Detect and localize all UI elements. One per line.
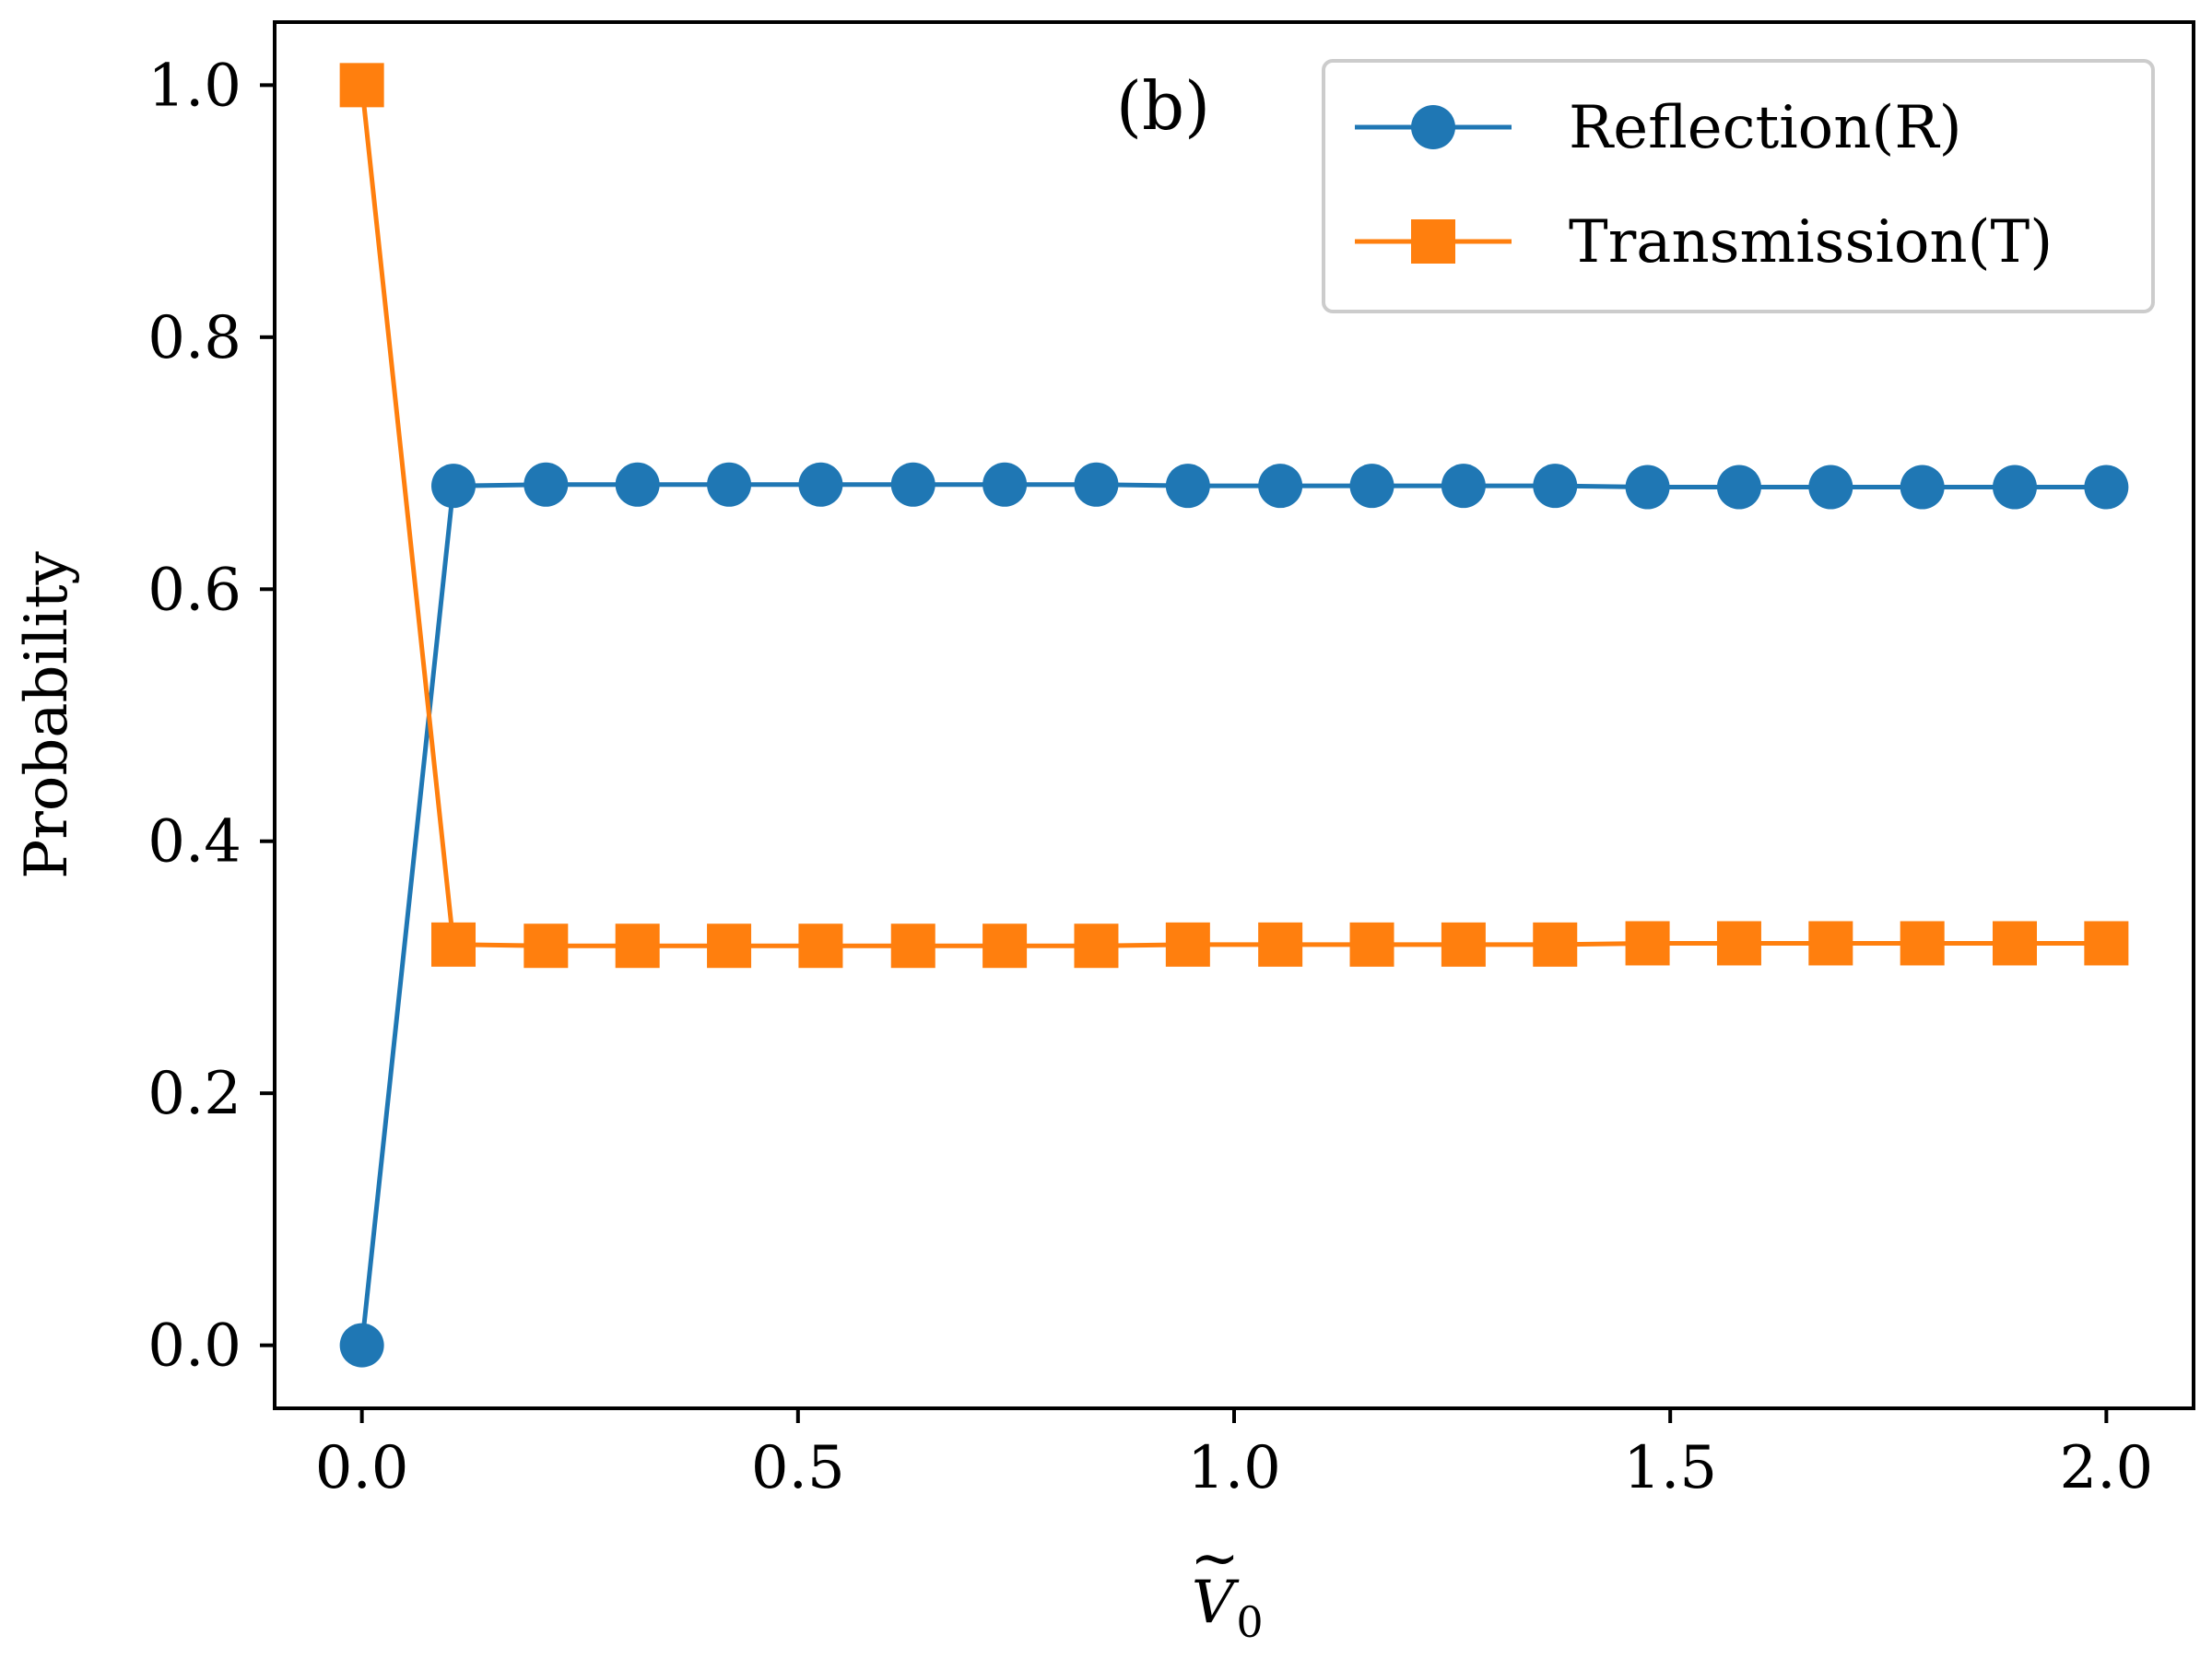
data-point (524, 924, 569, 969)
legend-box (1322, 59, 2155, 313)
data-point (1808, 921, 1853, 966)
series-reflection (339, 462, 2129, 1368)
panel-label: (b) (1116, 67, 1210, 145)
data-point (431, 464, 477, 509)
data-point (1625, 465, 1670, 510)
series-transmission (339, 63, 2129, 969)
x-axis-label-accent: ~ (1190, 1524, 1240, 1593)
data-point (1716, 921, 1761, 966)
y-tick-label: 0.6 (147, 556, 241, 624)
data-point (1258, 922, 1303, 967)
data-point (615, 924, 660, 969)
data-point (1074, 462, 1119, 507)
x-tick-label: 0.0 (315, 1434, 409, 1502)
data-point (1533, 922, 1578, 967)
data-point (524, 462, 569, 507)
data-point (1074, 924, 1119, 969)
data-point (982, 462, 1028, 507)
ticks-layer: 0.0 0.5 1.0 1.5 2.0 0.0 0.2 0.4 0.6 0.8 1.0 (147, 52, 2153, 1502)
data-point (1349, 464, 1394, 509)
legend-label: Transmission(T) (1569, 208, 2053, 276)
y-tick-label: 0.0 (147, 1312, 241, 1381)
data-point (798, 924, 843, 969)
data-point (1625, 921, 1670, 966)
data-point (707, 924, 752, 969)
data-point (1992, 465, 2037, 510)
y-tick-label: 0.2 (147, 1060, 241, 1128)
y-tick-label: 1.0 (147, 52, 241, 120)
data-point (615, 462, 660, 507)
x-tick-label: 0.5 (751, 1434, 845, 1502)
data-point (339, 1323, 384, 1368)
data-point (1900, 921, 1945, 966)
legend-entry: Reflection(R) (1355, 94, 1962, 162)
legend-marker (1411, 105, 1455, 149)
data-point (2084, 921, 2129, 966)
data-point (890, 924, 935, 969)
series-layer (339, 63, 2129, 1368)
data-point (1900, 465, 1945, 510)
x-axis-label-subscript: 0 (1236, 1597, 1263, 1647)
data-point (1808, 465, 1853, 510)
x-axis-label-main: V (1192, 1569, 1240, 1637)
y-axis-label: Probability (13, 551, 81, 879)
data-point (1441, 464, 1486, 509)
legend-entries: Reflection(R) Transmission(T) (1355, 94, 2053, 276)
data-point (982, 924, 1028, 969)
data-point (1533, 464, 1578, 509)
data-point (1349, 922, 1394, 967)
data-point (1992, 921, 2037, 966)
legend: Reflection(R) Transmission(T) (1322, 59, 2155, 313)
data-point (1165, 922, 1210, 967)
data-point (1716, 465, 1761, 510)
data-point (798, 462, 843, 507)
data-point (890, 462, 935, 507)
legend-entry: Transmission(T) (1355, 208, 2053, 276)
legend-marker (1411, 219, 1455, 264)
x-tick-label: 1.0 (1187, 1434, 1281, 1502)
data-point (1441, 922, 1486, 967)
data-point (1258, 464, 1303, 509)
data-point (1165, 464, 1210, 509)
data-point (431, 922, 477, 967)
y-tick-label: 0.8 (147, 304, 241, 372)
y-tick-label: 0.4 (147, 808, 241, 877)
legend-label: Reflection(R) (1569, 94, 1962, 162)
x-axis-label: ~ V 0 (1190, 1524, 1263, 1647)
x-tick-label: 2.0 (2059, 1434, 2153, 1502)
data-point (2084, 465, 2129, 510)
data-point (707, 462, 752, 507)
x-tick-label: 1.5 (1623, 1434, 1717, 1502)
data-point (339, 63, 384, 108)
